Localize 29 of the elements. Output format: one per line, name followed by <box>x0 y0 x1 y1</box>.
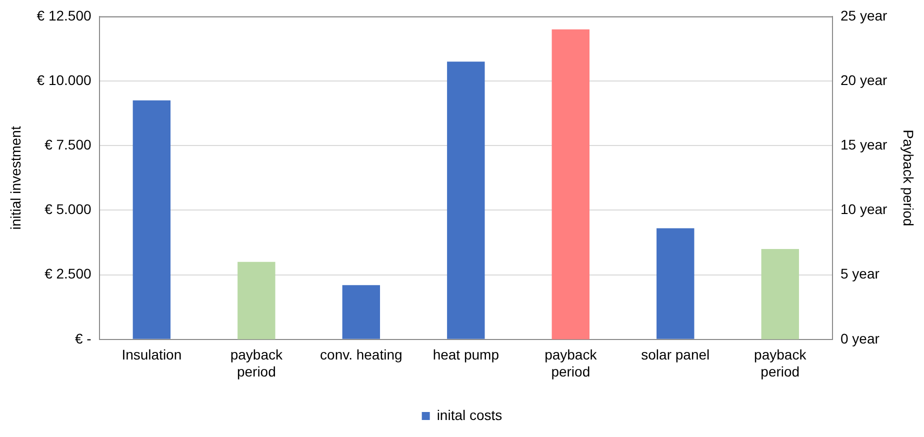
y2-axis-title: Payback period <box>900 130 917 226</box>
y-tick-label: € - <box>74 330 92 346</box>
x-tick-label: payback period <box>544 346 598 380</box>
y2-tick-label: 0 year <box>840 330 880 346</box>
y-axis-title: initial investment <box>7 126 24 230</box>
x-tick-label: solar panel <box>641 346 710 363</box>
x-tick-label: heat pump <box>432 346 500 363</box>
y-tick-label: € 7.500 <box>44 136 92 152</box>
bar <box>761 248 799 340</box>
x-tick-label: Insulation <box>122 346 182 363</box>
y2-tick-label: 25 year <box>840 7 888 24</box>
y2-tick-label: 10 year <box>840 201 888 218</box>
bar <box>447 62 485 339</box>
x-tick-label: conv. heating <box>320 346 402 363</box>
y-tick-label: € 5.000 <box>44 201 92 218</box>
bar <box>342 285 380 339</box>
x-tick-label: payback period <box>230 346 284 380</box>
y2-tick-label: 5 year <box>840 266 880 282</box>
bar <box>552 29 590 340</box>
y-tick-label: € 12.500 <box>36 7 92 24</box>
y-tick-label: € 10.000 <box>36 72 92 88</box>
bar <box>132 100 171 339</box>
y2-tick-label: 15 year <box>840 136 888 152</box>
bar <box>656 228 694 339</box>
x-tick-label: payback period <box>754 346 808 380</box>
bar <box>238 262 276 340</box>
y2-tick-label: 20 year <box>840 72 888 88</box>
y-tick-label: € 2.500 <box>44 266 92 282</box>
legend-label: inital costs <box>436 406 502 423</box>
